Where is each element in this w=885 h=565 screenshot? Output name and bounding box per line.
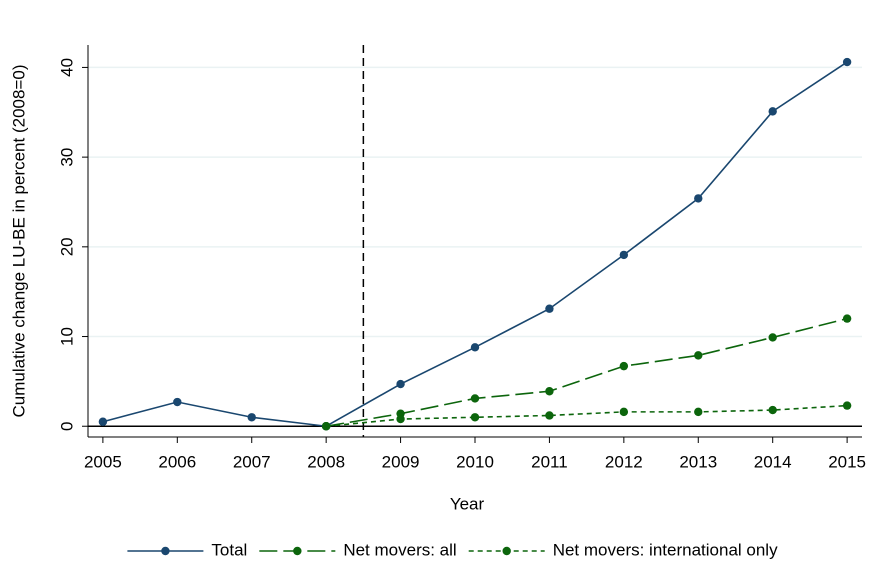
data-point [470,394,480,403]
legend-label: Net movers: international only [553,540,778,559]
data-point [619,407,629,417]
data-point [247,413,256,422]
x-tick-label: 2012 [605,452,643,471]
data-point [619,361,629,371]
y-tick-label: 40 [57,58,76,77]
series-line [326,317,848,428]
x-tick-label: 2011 [531,452,568,471]
data-point [842,57,852,67]
data-point [694,351,703,360]
data-point [396,379,405,389]
x-tick-label: 2014 [754,452,792,471]
legend-label: Total [211,540,247,559]
data-point [545,304,554,313]
y-tick-label: 0 [57,422,76,431]
series-line [326,404,848,428]
data-point [470,343,480,352]
x-tick-label: 2015 [828,452,866,471]
data-point [842,314,852,323]
data-point [545,387,554,396]
data-point [396,414,405,424]
x-tick-label: 2013 [679,452,717,471]
legend-marker [502,546,511,556]
legend-marker [161,546,170,556]
x-tick-label: 2008 [307,452,345,471]
series-line [102,61,848,428]
data-point [768,333,777,342]
x-tick-label: 2007 [233,452,271,471]
x-tick-label: 2006 [158,452,196,471]
legend: Total Net movers: all Net movers: internat… [127,540,778,559]
data-point [694,194,703,203]
y-tick-label: 30 [57,148,76,167]
data-point [768,107,777,116]
data-point [545,411,554,420]
x-tick-label: 2010 [456,452,494,471]
data-point [321,422,331,431]
data-point [842,401,852,410]
data-point [768,405,777,415]
y-axis-title: Cumulative change LU-BE in percent (2008… [9,65,28,418]
data-point [619,250,629,260]
y-tick-label: 20 [57,237,76,256]
data-point [694,407,703,417]
x-tick-label: 2005 [84,452,122,471]
data-point [173,397,182,407]
x-tick-label: 2009 [382,452,420,471]
legend-label: Net movers: all [343,540,456,559]
data-point [470,413,480,422]
x-axis-title: Year [450,494,485,513]
data-point [98,417,108,426]
y-tick-label: 10 [57,327,76,346]
legend-marker [293,546,302,556]
